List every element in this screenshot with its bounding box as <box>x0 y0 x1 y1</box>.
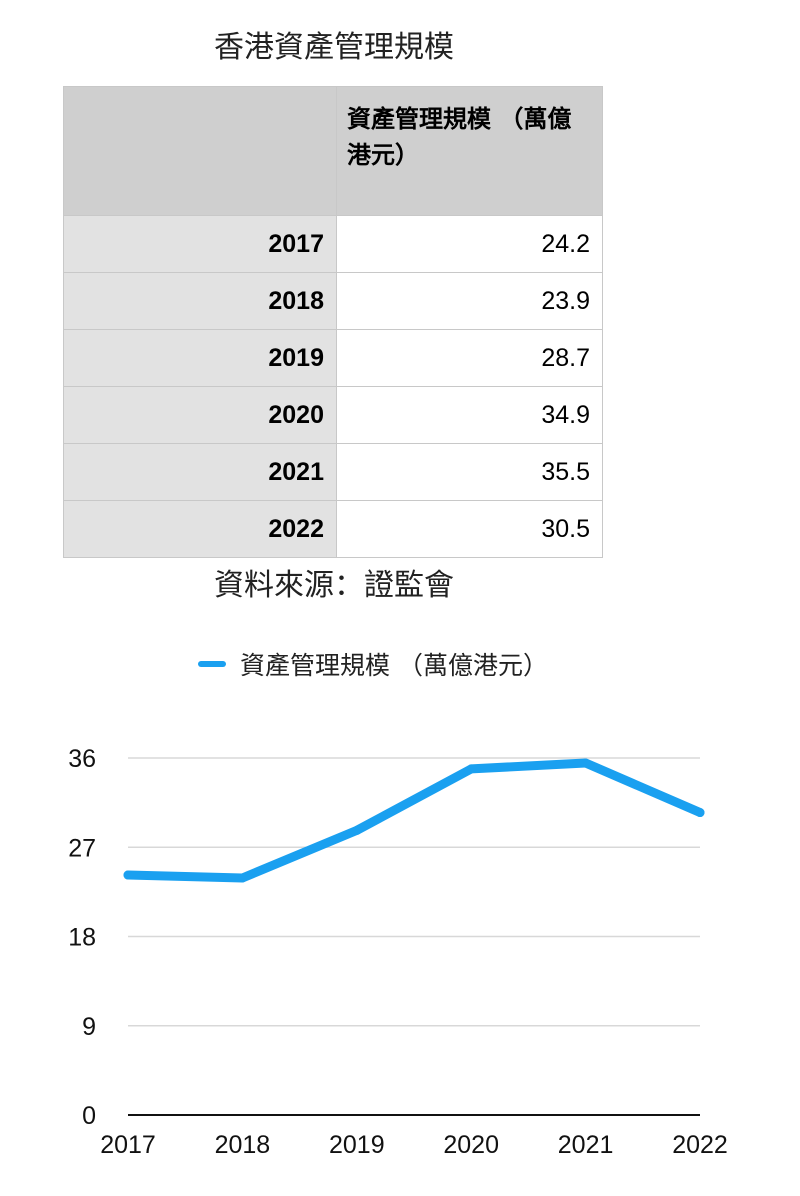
table-year-cell: 2020 <box>63 386 337 444</box>
page-title: 香港資產管理規模 <box>214 30 454 65</box>
table-year-cell: 2019 <box>63 329 337 387</box>
table-value-cell: 24.2 <box>336 215 603 273</box>
table-column-header: 資產管理規模 （萬億港元） <box>336 86 603 216</box>
data-point <box>695 808 705 818</box>
chart-legend: 資產管理規模 （萬億港元） <box>198 646 548 682</box>
y-axis-ticks: 0 9 18 27 36 <box>68 745 96 1130</box>
x-tick-label: 2018 <box>215 1131 271 1159</box>
data-table: 資產管理規模 （萬億港元） 2017 24.2 2018 23.9 2019 2… <box>63 86 603 558</box>
y-tick-label: 36 <box>68 745 96 773</box>
data-point <box>352 825 362 835</box>
y-tick-label: 18 <box>68 924 96 952</box>
table-row: 2020 34.9 <box>63 386 603 444</box>
table-row: 2022 30.5 <box>63 500 603 558</box>
table-year-cell: 2018 <box>63 272 337 330</box>
table-row: 2017 24.2 <box>63 215 603 273</box>
table-value-cell: 28.7 <box>336 329 603 387</box>
x-tick-label: 2019 <box>329 1131 385 1159</box>
x-axis-ticks: 2017 2018 2019 2020 2021 2022 <box>100 1131 728 1159</box>
table-row: 2019 28.7 <box>63 329 603 387</box>
table-value-cell: 23.9 <box>336 272 603 330</box>
x-tick-label: 2020 <box>443 1131 499 1159</box>
x-tick-label: 2017 <box>100 1131 156 1159</box>
table-row: 2021 35.5 <box>63 443 603 501</box>
y-tick-label: 0 <box>82 1102 96 1130</box>
table-corner-cell <box>63 86 337 216</box>
chart-grid <box>128 757 700 1116</box>
y-tick-label: 9 <box>82 1013 96 1041</box>
data-point <box>581 758 591 768</box>
table-row: 2018 23.9 <box>63 272 603 330</box>
x-tick-label: 2021 <box>558 1131 614 1159</box>
chart-series <box>123 758 705 883</box>
table-year-cell: 2022 <box>63 500 337 558</box>
table-value-cell: 34.9 <box>336 386 603 444</box>
table-year-cell: 2017 <box>63 215 337 273</box>
table-header-row: 資產管理規模 （萬億港元） <box>63 86 603 216</box>
y-tick-label: 27 <box>68 834 96 862</box>
x-tick-label: 2022 <box>672 1131 728 1159</box>
data-point <box>466 764 476 774</box>
series-line <box>123 758 705 883</box>
table-value-cell: 35.5 <box>336 443 603 501</box>
table-value-cell: 30.5 <box>336 500 603 558</box>
legend-label: 資產管理規模 （萬億港元） <box>240 651 548 680</box>
data-point <box>123 870 133 880</box>
line-chart: 0 9 18 27 36 2017 2018 2019 2020 2021 2022 <box>68 745 728 1159</box>
source-note: 資料來源：證監會 <box>214 568 454 603</box>
data-point <box>237 873 247 883</box>
table-year-cell: 2021 <box>63 443 337 501</box>
legend-swatch <box>198 661 226 667</box>
